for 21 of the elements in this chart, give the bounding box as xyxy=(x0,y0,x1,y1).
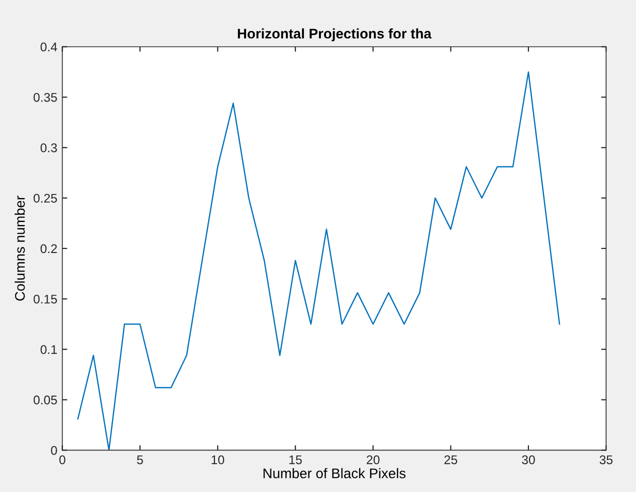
x-tick-label: 5 xyxy=(137,456,143,464)
x-tick-label: 25 xyxy=(444,455,458,464)
y-tick-label: 0.2 xyxy=(40,244,57,254)
y-tick-label: 0.1 xyxy=(40,345,57,354)
y-tick-label: 0 xyxy=(51,446,57,455)
x-tick-label: 30 xyxy=(522,455,535,464)
x-tick-label: 20 xyxy=(366,455,380,464)
x-axis-title: Number of Black Pixels xyxy=(264,468,406,478)
x-tick-label: 35 xyxy=(600,455,613,464)
y-axis-title: Columns number xyxy=(14,196,25,301)
y-tick-label: 0.15 xyxy=(34,294,57,304)
y-tick-label: 0.25 xyxy=(34,194,57,203)
y-tick-label: 0.4 xyxy=(40,42,58,52)
chart-title: Horizontal Projections for tha xyxy=(238,28,432,42)
x-tick-label: 15 xyxy=(289,456,302,464)
y-tick-label: 0.05 xyxy=(34,396,57,404)
line-series xyxy=(77,71,560,450)
x-tick-label: 10 xyxy=(212,455,224,464)
y-tick-label: 0.35 xyxy=(34,92,57,102)
x-tick-label: 0 xyxy=(59,455,66,464)
y-tick-label: 0.3 xyxy=(40,143,57,152)
